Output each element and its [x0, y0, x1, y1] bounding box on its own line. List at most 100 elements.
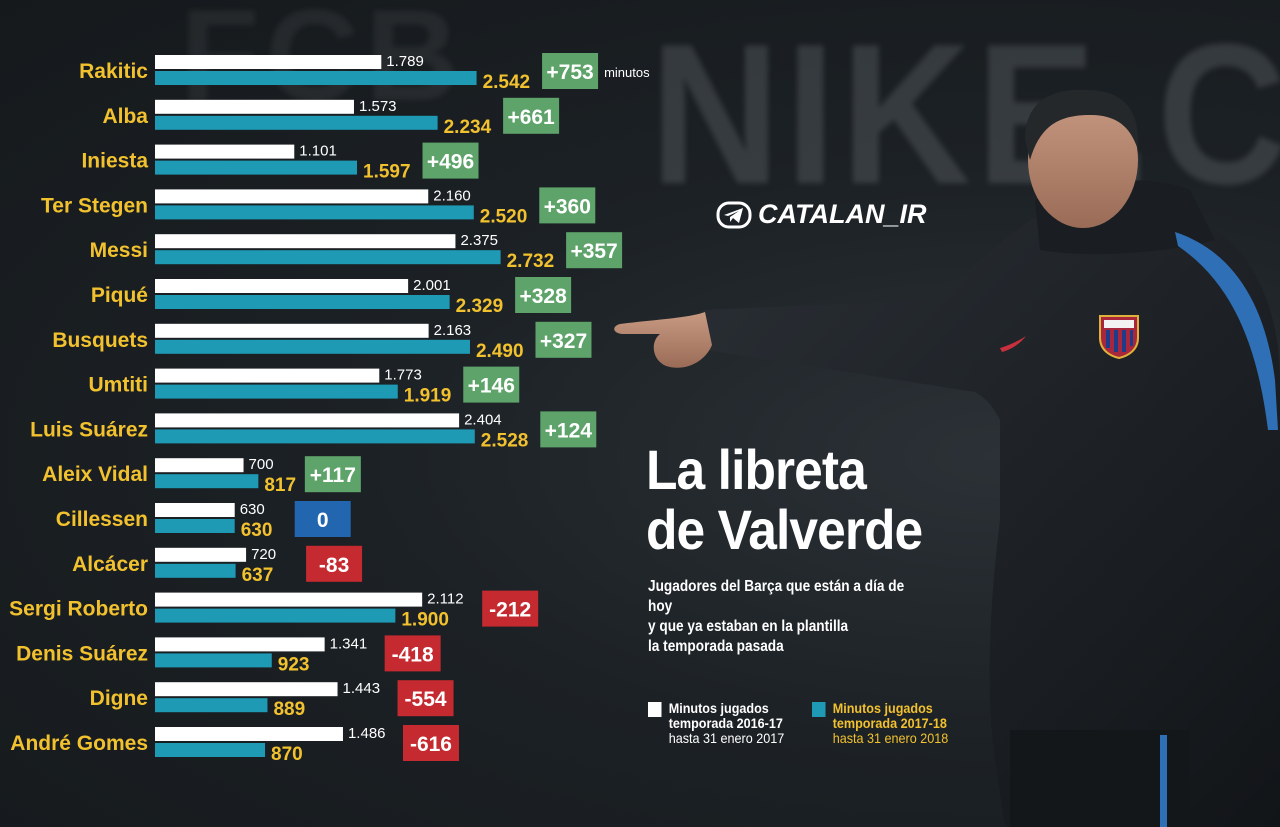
value-label-2016-17: 1.773	[384, 367, 422, 384]
legend-entry-2016-17: Minutos jugados temporada 2016-17 hasta …	[648, 701, 784, 746]
difference-label: -83	[319, 554, 349, 577]
legend-label-line-1: Minutos jugados	[668, 700, 769, 716]
value-label-2017-18: 2.329	[456, 296, 504, 317]
player-name-label: Ter Stegen	[41, 194, 148, 217]
value-label-2016-17: 1.341	[330, 635, 368, 652]
value-label-2017-18: 923	[278, 654, 310, 675]
value-label-2016-17: 630	[240, 501, 265, 518]
value-label-2016-17: 2.375	[460, 232, 498, 249]
title-line-2: de Valverde	[646, 498, 923, 561]
difference-label: +661	[507, 106, 555, 129]
bar-2017-18	[155, 384, 398, 399]
player-name-label: Alba	[102, 105, 148, 128]
value-label-2017-18: 817	[264, 475, 296, 496]
bar-2016-17	[155, 547, 247, 562]
bar-2017-18	[155, 698, 268, 713]
difference-badge	[397, 680, 454, 717]
bar-2017-18	[155, 339, 470, 354]
difference-badge	[503, 97, 560, 134]
player-name-label: Sergi Roberto	[9, 598, 148, 621]
value-label-2016-17: 700	[249, 456, 274, 473]
infographic-subtitle: Jugadores del Barça que están a día de h…	[648, 577, 930, 657]
bar-2016-17	[155, 413, 460, 428]
legend-label-line-3: hasta 31 enero 2017	[668, 730, 785, 746]
watermark: CATALAN_IR	[716, 199, 927, 230]
bar-2016-17	[155, 503, 235, 517]
bar-2016-17	[155, 458, 244, 473]
legend-label-line-3: hasta 31 enero 2018	[832, 730, 949, 746]
player-name-label: Rakitic	[79, 60, 148, 83]
player-name-label: Umtiti	[89, 374, 149, 397]
player-name-label: Iniesta	[81, 150, 148, 173]
value-label-2016-17: 720	[251, 546, 276, 563]
bar-2017-18	[155, 205, 474, 220]
difference-label: +753	[546, 61, 593, 84]
bar-2017-18	[155, 115, 438, 130]
value-label-2017-18: 2.732	[507, 251, 555, 272]
subtitle-line-2: y que ya estaban en la plantilla	[648, 618, 849, 635]
player-name-label: Aleix Vidal	[42, 463, 148, 486]
bar-2016-17	[155, 368, 380, 383]
bar-2016-17	[155, 592, 423, 607]
value-label-2017-18: 2.520	[480, 206, 528, 227]
difference-badge	[540, 411, 597, 448]
difference-label: -554	[405, 688, 447, 711]
bar-2017-18	[155, 743, 266, 757]
bar-2016-17	[155, 189, 429, 204]
bar-2017-18	[155, 429, 475, 444]
watermark-text: CATALAN_IR	[758, 199, 927, 229]
bar-2017-18	[155, 250, 501, 265]
difference-label: +360	[544, 195, 591, 218]
difference-badge	[422, 142, 479, 179]
difference-badge	[542, 53, 599, 89]
difference-badge	[294, 501, 351, 537]
value-label-2016-17: 1.789	[386, 53, 424, 70]
difference-badge	[482, 590, 539, 627]
difference-badge	[463, 366, 520, 403]
player-name-label: Cillessen	[56, 508, 148, 531]
bar-2017-18	[155, 519, 235, 533]
bar-2017-18	[155, 71, 477, 85]
bar-2016-17	[155, 144, 295, 159]
subtitle-line-1: Jugadores del Barça que están a día de h…	[648, 578, 905, 615]
player-name-label: Luis Suárez	[30, 418, 148, 441]
value-label-2017-18: 1.919	[404, 386, 452, 407]
infographic-title: La libreta de Valverde	[646, 440, 923, 561]
value-label-2017-18: 1.900	[401, 610, 449, 631]
value-label-2017-18: 2.542	[483, 72, 531, 93]
bar-2017-18	[155, 653, 272, 668]
bar-2017-18	[155, 563, 236, 578]
difference-label: +327	[540, 330, 587, 353]
difference-label: -212	[489, 599, 531, 622]
difference-badge	[566, 232, 623, 269]
legend-label-line-1: Minutos jugados	[832, 700, 933, 716]
value-label-2017-18: 870	[271, 744, 303, 765]
legend-entry-2017-18: Minutos jugados temporada 2017-18 hasta …	[812, 701, 948, 746]
value-label-2016-17: 1.443	[343, 680, 381, 697]
value-label-2016-17: 2.404	[464, 411, 502, 428]
bar-2016-17	[155, 55, 382, 69]
player-name-label: André Gomes	[10, 732, 148, 755]
unit-label: minutos	[604, 65, 650, 80]
value-label-2017-18: 2.234	[444, 117, 492, 138]
subtitle-line-3: la temporada pasada	[648, 638, 784, 655]
value-label-2016-17: 1.486	[348, 725, 386, 742]
difference-label: 0	[317, 509, 329, 532]
difference-badge	[304, 456, 361, 493]
difference-label: +357	[570, 240, 617, 263]
difference-label: +496	[427, 151, 474, 174]
bar-2017-18	[155, 295, 450, 309]
bar-2017-18	[155, 474, 259, 489]
difference-badge	[384, 635, 441, 672]
bar-2016-17	[155, 637, 325, 652]
value-label-2016-17: 2.160	[433, 187, 471, 204]
difference-badge	[539, 187, 596, 224]
player-name-label: Denis Suárez	[16, 642, 148, 665]
bar-2017-18	[155, 608, 396, 623]
difference-badge	[515, 277, 572, 313]
difference-label: -418	[392, 643, 434, 666]
bar-2016-17	[155, 682, 338, 697]
value-label-2017-18: 1.597	[363, 162, 411, 183]
